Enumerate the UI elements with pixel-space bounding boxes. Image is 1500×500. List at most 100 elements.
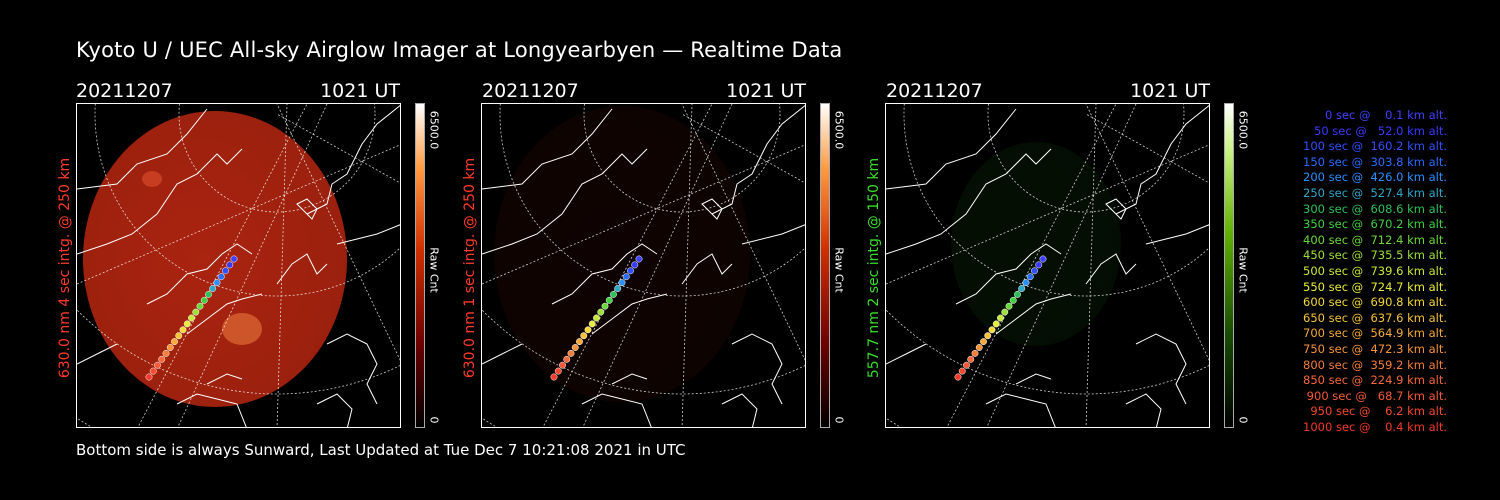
- trajectory-point: [149, 367, 157, 375]
- coastline: [1125, 393, 1162, 427]
- coastline: [77, 148, 243, 255]
- coastline: [306, 104, 400, 215]
- legend-row: 700 sec @ 564.9 km alt.: [1299, 326, 1447, 341]
- panel-2-scale-max: 6500.0: [832, 110, 846, 150]
- trajectory-point: [179, 326, 187, 334]
- trajectory-point: [605, 296, 613, 304]
- trajectory-point: [992, 320, 1000, 328]
- trajectory-point: [975, 344, 983, 351]
- panel-2-scale-unit: Raw Cnt: [832, 247, 846, 293]
- trajectory-point: [192, 308, 200, 316]
- legend-row: 350 sec @ 670.2 km alt.: [1299, 217, 1447, 232]
- trajectory-point: [954, 373, 962, 381]
- trajectory-point: [217, 273, 225, 281]
- panel-3-time: 1021 UT: [1130, 80, 1210, 102]
- trajectory-point: [222, 267, 229, 275]
- trajectory-point: [166, 344, 174, 351]
- legend-row: 950 sec @ 6.2 km alt.: [1306, 404, 1447, 419]
- coastline: [581, 393, 652, 427]
- trajectory-point: [154, 361, 161, 369]
- trajectory-point: [205, 290, 212, 298]
- legend-row: 650 sec @ 637.6 km alt.: [1299, 310, 1447, 325]
- trajectory-point: [1014, 290, 1021, 298]
- coastline: [77, 108, 208, 190]
- legend-row: 600 sec @ 690.8 km alt.: [1299, 295, 1447, 310]
- trajectory-point: [576, 338, 583, 346]
- trajectory-point: [175, 332, 183, 340]
- trajectory-point: [145, 373, 153, 381]
- coastline: [482, 148, 648, 255]
- trajectory-point: [980, 338, 987, 346]
- trajectory-point: [200, 296, 208, 304]
- coastline: [985, 393, 1056, 427]
- legend-row: 100 sec @ 160.2 km alt.: [1299, 139, 1447, 154]
- panel-1-side-label-text: 630.0 nm 4 sec intg. @ 250 km: [57, 157, 73, 378]
- panel-1-date: 20211207: [76, 80, 173, 102]
- trajectory-point: [967, 355, 975, 363]
- legend-row: 1000 sec @ 0.4 km alt.: [1303, 419, 1447, 434]
- trajectory-point: [631, 261, 639, 269]
- panel-1-scale-unit: Raw Cnt: [427, 247, 441, 293]
- panel-3-scale-min: 0: [1236, 416, 1250, 424]
- trajectory-point: [196, 302, 204, 310]
- trajectory-point: [618, 279, 626, 287]
- coastline: [721, 393, 758, 427]
- panel-2-colorbar: [820, 103, 830, 428]
- panel-3-date: 20211207: [886, 80, 983, 102]
- legend-row: 800 sec @ 359.2 km alt.: [1299, 357, 1447, 372]
- panel-2-time: 1021 UT: [726, 80, 806, 102]
- coastline: [1135, 333, 1187, 405]
- trajectory-point: [1022, 279, 1030, 287]
- coastline: [551, 243, 658, 305]
- coastline: [176, 393, 247, 427]
- coastline: [1085, 253, 1137, 285]
- trajectory-point: [971, 349, 979, 357]
- panel-3-image: [885, 103, 1210, 428]
- trajectory-point: [1005, 302, 1013, 310]
- legend-row: 150 sec @ 303.8 km alt.: [1299, 154, 1447, 169]
- coastline: [276, 253, 328, 285]
- coastline: [482, 343, 523, 365]
- sky-disc: [951, 142, 1121, 346]
- panel-3-side-label-text: 557.7 nm 2 sec intg. @ 150 km: [866, 157, 882, 378]
- coastline: [611, 373, 648, 385]
- trajectory-point: [635, 255, 643, 263]
- coastline: [146, 243, 253, 305]
- panel-2-scale-min: 0: [832, 416, 846, 424]
- panel-1-scale-max: 6500.0: [427, 110, 441, 150]
- legend-row: 500 sec @ 739.6 km alt.: [1299, 263, 1447, 278]
- trajectory-point: [213, 279, 221, 287]
- panel-3-colorbar: [1224, 103, 1234, 428]
- coastline: [1145, 224, 1209, 245]
- panel-1-time: 1021 UT: [320, 80, 400, 102]
- coastline: [886, 108, 1017, 190]
- trajectory-point: [1035, 261, 1043, 269]
- panel-1-image: [76, 103, 401, 428]
- trajectory-point: [563, 355, 571, 363]
- coastline: [186, 293, 263, 335]
- trajectory-point: [183, 320, 191, 328]
- trajectory-point: [559, 361, 566, 369]
- trajectory-point: [1018, 285, 1026, 292]
- trajectory-point: [588, 320, 596, 328]
- legend-row: 200 sec @ 426.0 km alt.: [1299, 170, 1447, 185]
- coastline: [731, 333, 783, 405]
- coastline: [701, 198, 723, 220]
- page-title: Kyoto U / UEC All-sky Airglow Imager at …: [76, 38, 843, 62]
- coastline: [296, 198, 318, 220]
- coastline: [336, 224, 400, 245]
- panel-2-image: [481, 103, 806, 428]
- legend-row: 450 sec @ 735.5 km alt.: [1299, 248, 1447, 263]
- coastline: [1105, 198, 1127, 220]
- trajectory-point: [1001, 308, 1009, 316]
- coastline: [482, 108, 613, 190]
- trajectory-point: [162, 349, 170, 357]
- trajectory-point: [601, 302, 609, 310]
- trajectory-point: [597, 308, 605, 316]
- coastline: [326, 333, 378, 405]
- coastline: [886, 148, 1052, 255]
- sky-disc: [494, 106, 750, 402]
- coastline: [77, 343, 118, 365]
- panel-2-map: [482, 104, 805, 427]
- panel-1-scale-min: 0: [427, 416, 441, 424]
